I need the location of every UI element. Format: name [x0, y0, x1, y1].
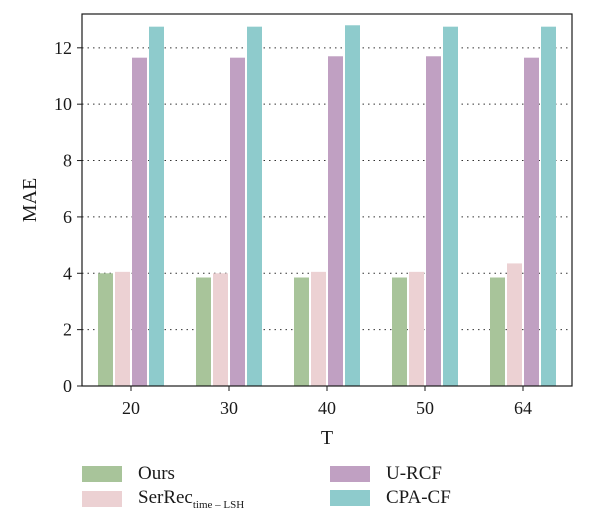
legend-swatch-cpacf	[330, 490, 370, 506]
y-tick-label: 8	[63, 151, 72, 171]
legend-label-cpacf: CPA-CF	[386, 487, 451, 508]
legend-item-ours: Ours	[82, 463, 175, 485]
y-axis-ticks: 0 2 4 6 8 10 12	[54, 38, 82, 396]
bar-cpa-cf-40	[345, 25, 360, 386]
legend-label-serrec-sub: time – LSH	[192, 498, 245, 511]
x-axis-ticks: 20 30 40 50 64	[122, 386, 532, 418]
bar-cpa-cf-64	[541, 26, 556, 386]
bar-ours-64	[490, 277, 505, 386]
legend-item-serrec: SerRectime – LSH	[82, 487, 244, 511]
y-tick-label: 4	[63, 263, 72, 283]
legend-swatch-serrec	[82, 490, 122, 507]
bar-ours-40	[294, 277, 309, 386]
legend-label-ours: Ours	[138, 463, 175, 484]
legend-label-serrec-main: SerRec	[138, 487, 193, 508]
legend-swatch-urcf	[330, 466, 370, 482]
x-tick-label: 64	[514, 398, 532, 418]
bar-cpa-cf-50	[443, 26, 458, 386]
legend-item-urcf: U-RCF	[330, 463, 442, 485]
legend-swatch-ours	[82, 466, 122, 482]
y-tick-label: 12	[54, 38, 72, 58]
y-tick-label: 0	[63, 376, 72, 396]
bar-u-rcf-50	[426, 56, 441, 386]
bar-serrec-40	[311, 271, 326, 386]
bar-serrec-50	[409, 271, 424, 386]
y-tick-label: 2	[63, 320, 72, 340]
bar-serrec-64	[507, 263, 522, 386]
bar-u-rcf-40	[328, 56, 343, 386]
bar-serrec-20	[115, 271, 130, 386]
bar-ours-30	[196, 277, 211, 386]
bar-u-rcf-64	[524, 57, 539, 386]
bar-cpa-cf-20	[149, 26, 164, 386]
bar-u-rcf-20	[132, 57, 147, 386]
legend-label-urcf: U-RCF	[386, 463, 442, 484]
bars	[98, 25, 556, 386]
legend-label-serrec: SerRectime – LSH	[138, 487, 244, 511]
bar-cpa-cf-30	[247, 26, 262, 386]
x-tick-label: 50	[416, 398, 434, 418]
legend-item-cpacf: CPA-CF	[330, 487, 451, 509]
y-tick-label: 6	[63, 207, 72, 227]
x-tick-label: 40	[318, 398, 336, 418]
bar-ours-20	[98, 273, 113, 386]
bar-ours-50	[392, 277, 407, 386]
bar-u-rcf-30	[230, 57, 245, 386]
x-axis-label: T	[321, 427, 333, 449]
y-axis-label: MAE	[19, 178, 41, 222]
x-tick-label: 30	[220, 398, 238, 418]
y-tick-label: 10	[54, 94, 72, 114]
x-tick-label: 20	[122, 398, 140, 418]
bar-serrec-30	[213, 273, 228, 386]
